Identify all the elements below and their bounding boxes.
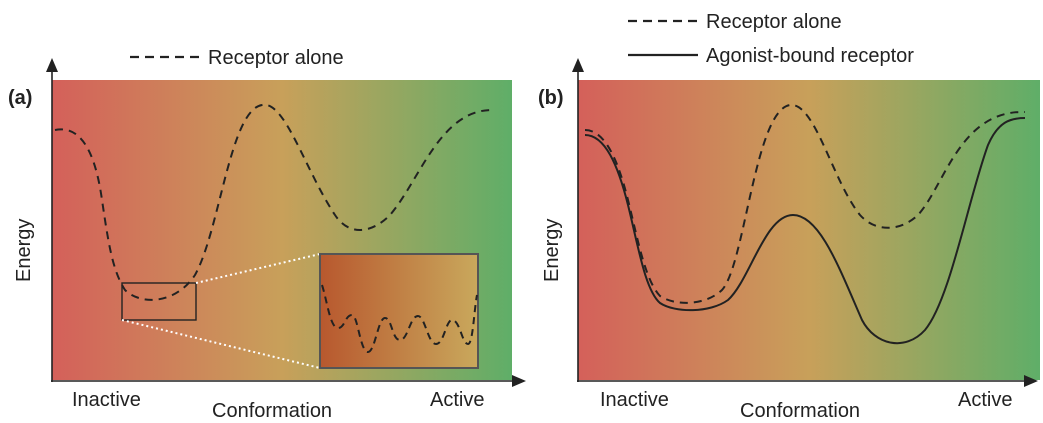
panel-b-y-axis-label: Energy	[541, 219, 563, 282]
panel-a-zoom-guide-bottom	[121, 319, 321, 369]
panel-a-x-axis-label: Conformation	[212, 400, 332, 422]
panel-b-y-axis-arrow-icon	[572, 58, 584, 72]
panel-a-zoom-box	[121, 282, 197, 321]
panel-a-zoom-guide-top	[195, 253, 321, 284]
panel-a-x-right-label: Active	[430, 389, 484, 411]
panel-b-receptor-alone-curve	[584, 103, 1026, 304]
panel-a-y-axis-arrow-icon	[46, 58, 58, 72]
panel-a-inset-rugged-curve	[321, 284, 478, 354]
panel-b-x-axis-label: Conformation	[740, 400, 860, 422]
panel-a-inset	[319, 253, 479, 369]
legend-receptor-alone-label: Receptor alone	[208, 47, 344, 69]
panel-a-x-left-label: Inactive	[72, 389, 141, 411]
panel-b-x-left-label: Inactive	[600, 389, 669, 411]
panel-a-y-axis-label: Energy	[13, 219, 35, 282]
legend-agonist-bound-label: Agonist-bound receptor	[706, 45, 914, 67]
panel-b-x-axis-arrow-icon	[1024, 375, 1038, 387]
panel-a: (a) Energy Inactive Conformation Active	[8, 58, 526, 422]
panel-b-x-right-label: Active	[958, 389, 1012, 411]
panel-b: (b) Energy Inactive Conformation Active	[538, 58, 1040, 422]
panel-b-plot-area	[578, 80, 1040, 380]
legend-panel-a: Receptor alone	[130, 47, 344, 69]
panel-b-agonist-bound-curve	[584, 117, 1026, 345]
panel-a-label: (a)	[8, 87, 32, 109]
legend-receptor-alone-label: Receptor alone	[706, 11, 842, 33]
panel-b-label: (b)	[538, 87, 564, 109]
legend-panel-b: Receptor alone Agonist-bound receptor	[628, 11, 914, 67]
panel-a-receptor-alone-curve	[54, 103, 493, 301]
panel-a-x-axis-arrow-icon	[512, 375, 526, 387]
